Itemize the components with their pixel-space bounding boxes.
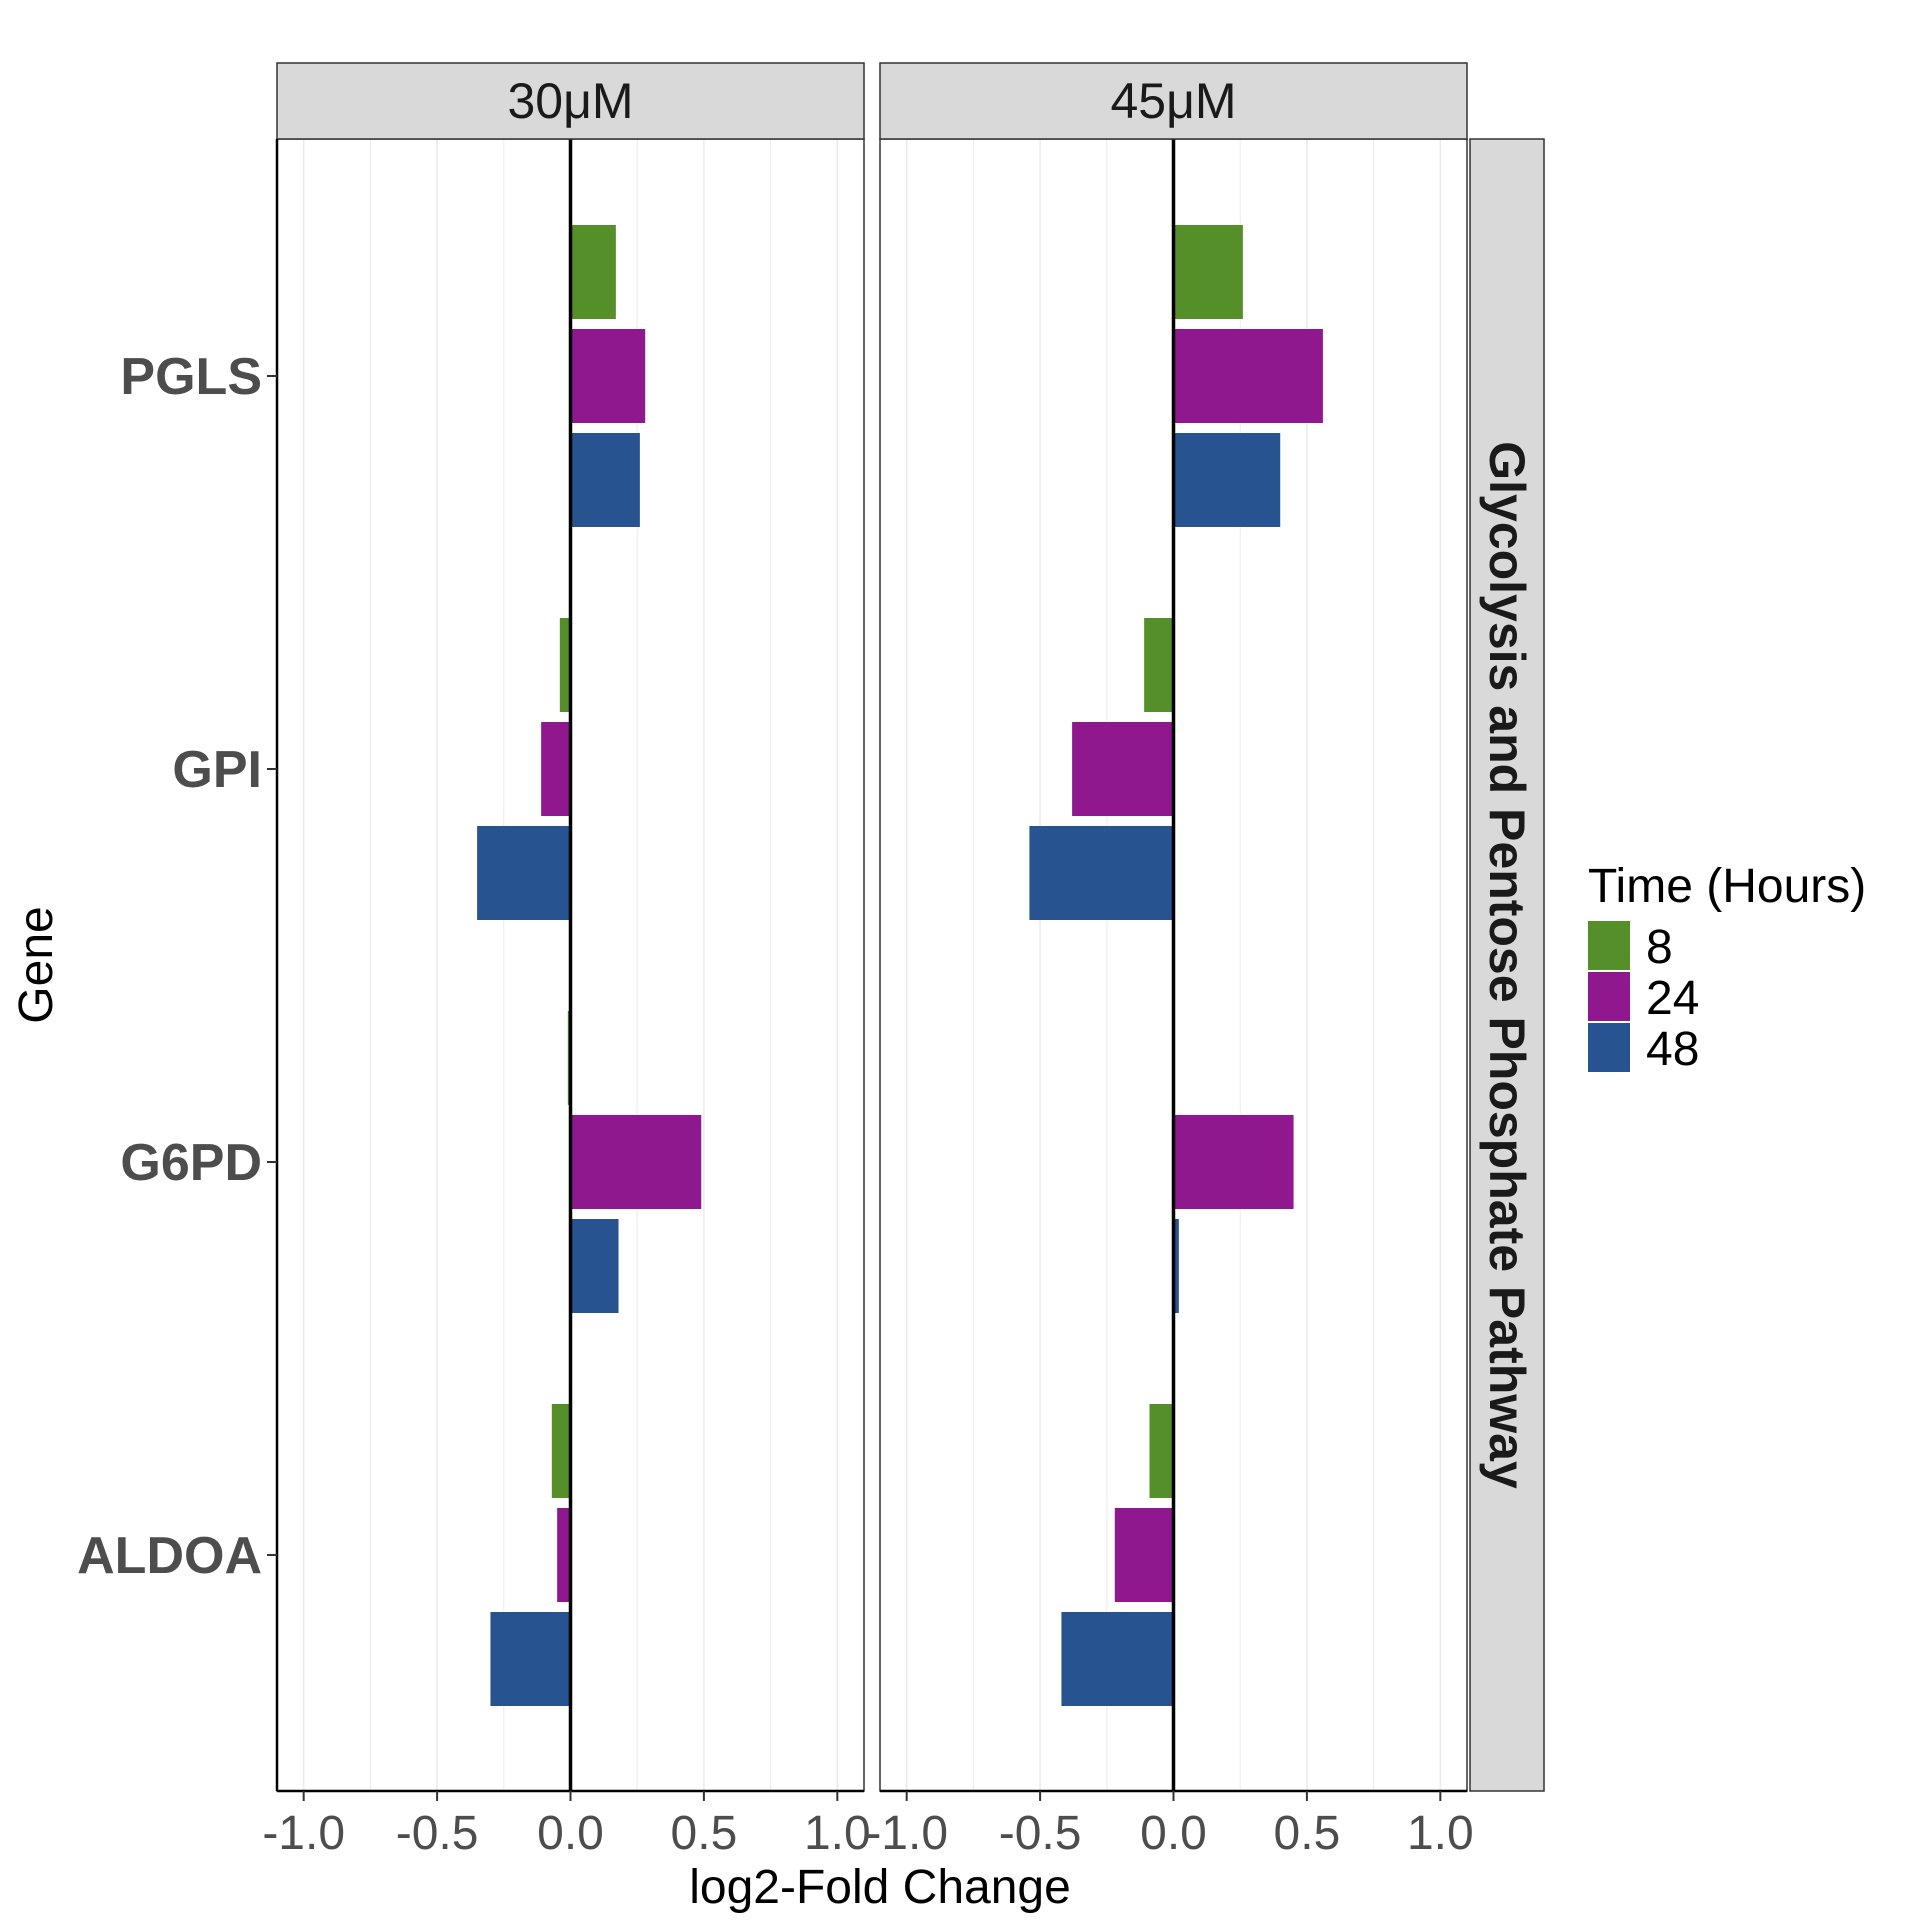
bar-gpi-t24 [541,722,571,816]
row-strip: Glycolysis and Pentose Phosphate Pathway [1469,138,1545,1792]
x-tick-label: 0.5 [671,1807,738,1860]
y-axis: PGLS GPI G6PD ALDOA [77,139,279,1791]
x-tick-label: -0.5 [999,1807,1082,1860]
x-tick-label: 0.0 [1140,1807,1207,1860]
legend-key-24 [1588,972,1630,1021]
bar-aldoa-t48 [1061,1612,1174,1706]
bar-g6pd-t48 [570,1219,619,1313]
x-tick-label: -1.0 [865,1807,948,1860]
bar-pgls-t24 [1173,329,1323,423]
bar-g6pd-t48 [1173,1219,1179,1313]
bar-gpi-t48 [1029,826,1174,920]
bar-aldoa-t24 [557,1508,571,1602]
gene-label-gpi: GPI [172,741,262,799]
legend-label-48: 48 [1646,1023,1699,1076]
panels-layer: 30μM -1.0 -0.5 0.0 0.5 1.0 45μM -1.0 -0.5 0.0 0.5 1… [262,62,1474,1860]
bar-aldoa-t24 [1114,1508,1174,1602]
bar-g6pd-t24 [1173,1115,1294,1209]
legend-key-48 [1588,1023,1630,1072]
x-tick-label: 1.0 [1407,1807,1474,1860]
x-tick-label: 1.0 [804,1807,871,1860]
strip-background [879,62,1468,140]
bar-g6pd-t24 [570,1115,702,1209]
x-tick-label: 0.0 [537,1807,604,1860]
bar-pgls-t8 [570,225,616,319]
legend-key-8 [1588,921,1630,970]
bar-aldoa-t8 [551,1404,571,1498]
bar-gpi-t24 [1072,722,1174,816]
bar-gpi-t8 [1144,618,1174,712]
bar-pgls-t8 [1173,225,1243,319]
bar-pgls-t24 [570,329,646,423]
strip-label: 45μM [1110,73,1236,129]
x-tick-label: 0.5 [1274,1807,1341,1860]
strip-background [276,62,865,140]
bar-aldoa-t8 [1149,1404,1174,1498]
bar-gpi-t8 [559,618,571,712]
bar-pgls-t48 [1173,433,1281,527]
panel-0: 30μM -1.0 -0.5 0.0 0.5 1.0 [262,62,871,1860]
gene-label-g6pd: G6PD [120,1134,262,1192]
bar-gpi-t48 [477,826,571,920]
row-strip-label: Glycolysis and Pentose Phosphate Pathway [1479,441,1535,1489]
gene-label-aldoa: ALDOA [77,1527,262,1585]
x-axis-title: log2-Fold Change [689,1861,1071,1914]
legend-label-24: 24 [1646,972,1699,1025]
gene-label-pgls: PGLS [120,348,262,406]
y-axis-title: Gene [10,906,63,1023]
x-tick-label: -0.5 [396,1807,479,1860]
bar-pgls-t48 [570,433,640,527]
legend-title: Time (Hours) [1588,860,1866,913]
x-tick-label: -1.0 [262,1807,345,1860]
strip-label: 30μM [507,73,633,129]
row-strip-background [1469,138,1545,1792]
legend-label-8: 8 [1646,921,1673,974]
bar-aldoa-t48 [490,1612,571,1706]
panel-1: 45μM -1.0 -0.5 0.0 0.5 1.0 [865,62,1474,1860]
